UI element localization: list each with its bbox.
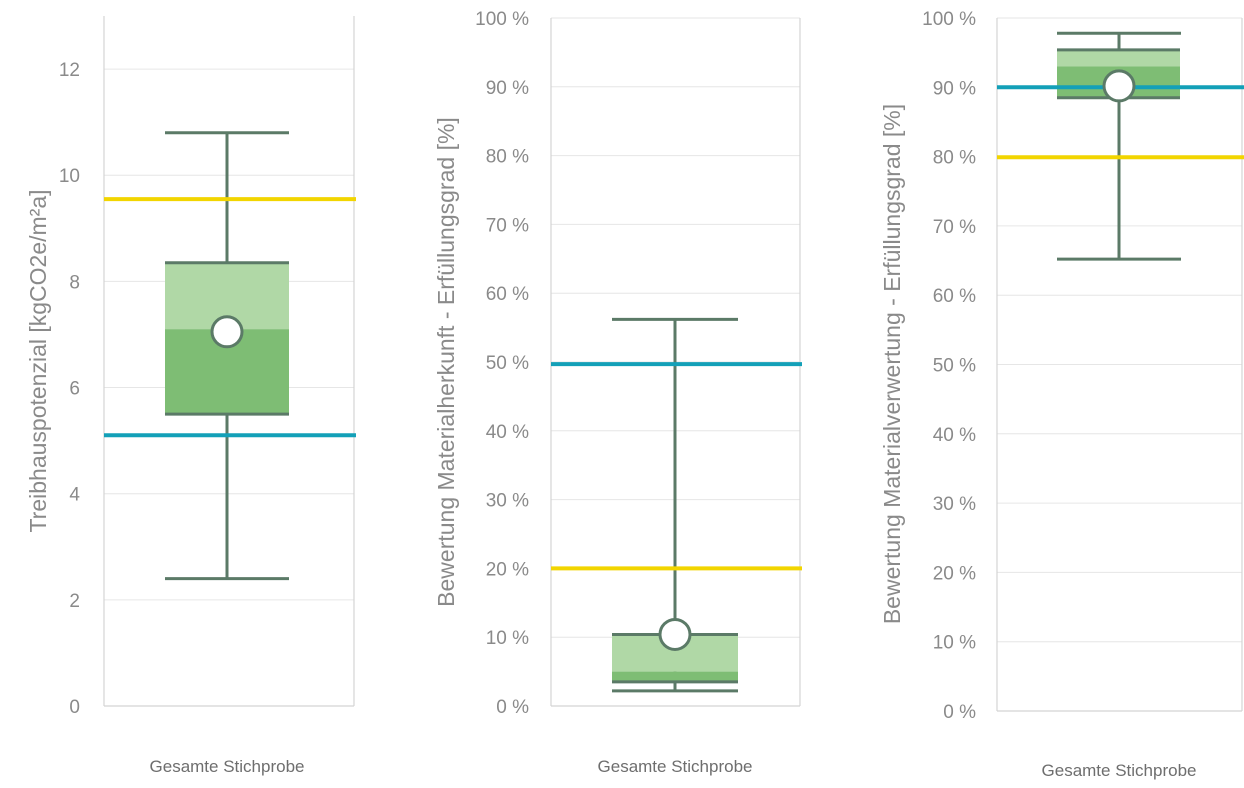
y-tick-label: 80 % (933, 148, 976, 169)
category-label: Gesamte Stichprobe (1042, 761, 1197, 780)
y-tick-label: 70 % (486, 215, 529, 236)
y-tick-label: 4 (69, 485, 80, 506)
y-tick-label: 0 (69, 697, 80, 718)
y-tick-label: 40 % (933, 425, 976, 446)
y-axis-label: Bewertung Materialherkunft - Erfüllungsg… (433, 117, 459, 607)
y-axis-label: Bewertung Materialverwertung - Erfüllung… (879, 104, 905, 624)
y-tick-label: 8 (69, 272, 80, 293)
mean-marker (1102, 69, 1136, 103)
chart-3: 0 % 10 % 20 % 30 % 40 % 50 % 60 % 70 % 80 % 90 % 1… (879, 9, 1244, 780)
y-tick-label: 0 % (943, 702, 976, 723)
y-tick-label: 90 % (486, 78, 529, 99)
box-lower-quartile (612, 671, 738, 682)
mean-marker (658, 617, 692, 651)
y-tick-label: 50 % (486, 353, 529, 374)
y-tick-label: 10 % (486, 628, 529, 649)
y-tick-label: 2 (69, 591, 80, 612)
y-tick-label: 60 % (486, 284, 529, 305)
y-axis-label: Treibhauspotenzial [kgCO2e/m²a] (25, 189, 51, 532)
y-tick-label: 30 % (933, 494, 976, 515)
chart-2: 0 % 10 % 20 % 30 % 40 % 50 % 60 % 70 % 80 % 90 % 1… (433, 9, 802, 776)
y-tick-label: 20 % (486, 559, 529, 580)
y-tick-label: 6 (69, 379, 80, 400)
y-tick-label: 10 % (933, 633, 976, 654)
y-tick-label: 20 % (933, 563, 976, 584)
y-tick-label: 70 % (933, 217, 976, 238)
y-tick-label: 100 % (922, 9, 976, 30)
y-tick-label: 100 % (475, 9, 529, 30)
chart-1: 0 2 4 6 8 10 12 Treibhauspotenzial [kgCO2e/m²a]… (25, 16, 356, 776)
box-upper-quartile (1057, 49, 1180, 67)
y-tick-label: 60 % (933, 286, 976, 307)
y-tick-label: 10 (59, 166, 80, 187)
y-tick-label: 80 % (486, 147, 529, 168)
y-tick-label: 30 % (486, 491, 529, 512)
mean-marker (210, 315, 244, 349)
category-label: Gesamte Stichprobe (150, 757, 305, 776)
y-tick-label: 0 % (496, 697, 529, 718)
category-label: Gesamte Stichprobe (598, 757, 753, 776)
y-tick-label: 12 (59, 60, 80, 81)
y-tick-label: 40 % (486, 422, 529, 443)
y-tick-label: 90 % (933, 78, 976, 99)
y-tick-label: 50 % (933, 356, 976, 377)
